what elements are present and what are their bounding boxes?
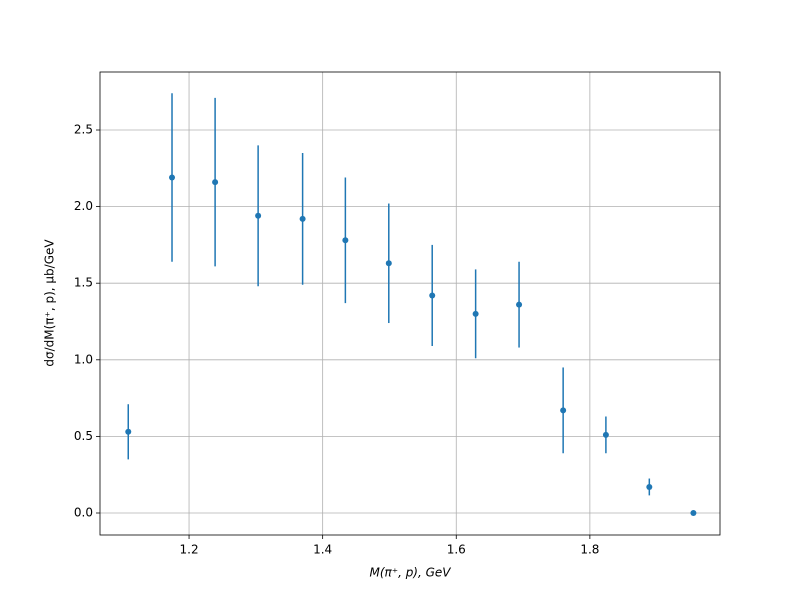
x-tick-label: 1.4 [313, 543, 332, 557]
data-point [212, 179, 219, 186]
x-tick-label: 1.6 [447, 543, 466, 557]
data-point [299, 215, 306, 222]
data-point [255, 212, 262, 219]
y-tick-label: 2.0 [74, 199, 93, 213]
data-point [690, 510, 697, 517]
y-tick-label: 2.5 [74, 123, 93, 137]
data-point [472, 310, 479, 317]
y-tick-label: 0.5 [74, 429, 93, 443]
data-point [560, 407, 567, 414]
y-tick-label: 1.0 [74, 352, 93, 366]
x-tick-label: 1.2 [180, 543, 199, 557]
data-point [385, 260, 392, 267]
data-point [125, 428, 132, 435]
data-point [646, 483, 653, 490]
data-point [342, 237, 349, 244]
y-tick-label: 1.5 [74, 276, 93, 290]
y-tick-label: 0.0 [74, 506, 93, 520]
data-point [516, 301, 523, 308]
data-point [602, 431, 609, 438]
plot-frame [99, 71, 721, 536]
y-axis-label: dσ/dM(π⁺, p), μb/GeV [43, 239, 57, 367]
x-tick-label: 1.8 [580, 543, 599, 557]
x-axis-label: M(π⁺, p), GeV [369, 566, 451, 580]
data-point [169, 174, 176, 181]
data-point [429, 292, 436, 299]
